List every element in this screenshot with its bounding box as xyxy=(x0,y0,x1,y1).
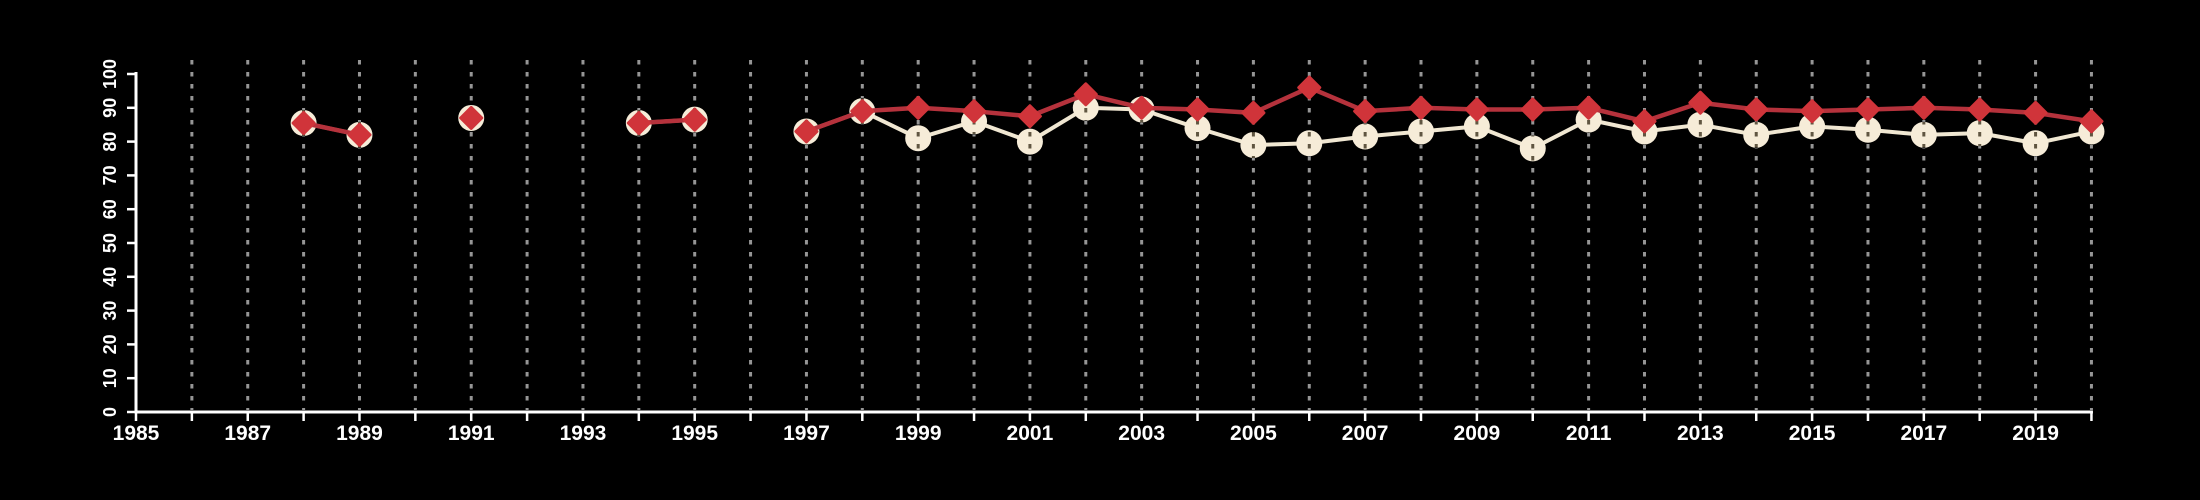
y-axis: 0 10 20 30 40 50 60 70 80 90 100 xyxy=(100,59,138,417)
y-tick-label: 30 xyxy=(100,301,120,321)
x-axis: 1985 1987 1989 1991 1993 1995 1997 1999 2001 2003… xyxy=(113,410,2093,445)
circle-marker xyxy=(2022,130,2049,157)
circle-marker xyxy=(1016,128,1043,155)
x-tick-label: 2013 xyxy=(1677,422,1724,445)
x-tick-label: 1997 xyxy=(783,422,830,445)
circle-marker xyxy=(1296,130,1323,157)
x-tick-label: 2017 xyxy=(1900,422,1947,445)
y-tick-label: 0 xyxy=(100,407,120,417)
diamond-marker xyxy=(850,99,875,124)
circle-marker xyxy=(905,125,932,152)
x-tick-label: 2007 xyxy=(1342,422,1389,445)
y-tick-label: 20 xyxy=(100,334,120,354)
circle-marker xyxy=(1184,115,1211,142)
diamond-marker xyxy=(906,95,931,120)
x-tick-label: 1985 xyxy=(113,422,160,445)
x-tick-label: 2001 xyxy=(1007,422,1054,445)
x-tick-label: 2009 xyxy=(1454,422,1501,445)
y-tick-label: 90 xyxy=(100,98,120,118)
series-cream-circles xyxy=(290,94,2105,162)
diamond-marker xyxy=(1297,75,1322,100)
x-tick-label: 2003 xyxy=(1118,422,1165,445)
circle-marker xyxy=(1799,113,1826,140)
diamond-marker xyxy=(682,107,707,132)
diamond-marker xyxy=(459,105,484,130)
diamond-marker xyxy=(1129,95,1154,120)
x-tick-label: 2019 xyxy=(2012,422,2059,445)
diamond-marker xyxy=(626,111,651,136)
diamond-marker xyxy=(962,99,987,124)
diamond-marker xyxy=(794,119,819,144)
x-tick-label: 1995 xyxy=(671,422,718,445)
gridlines xyxy=(190,60,2093,410)
x-tick-label: 1999 xyxy=(895,422,942,445)
circle-marker xyxy=(1352,123,1379,150)
y-tick-label: 10 xyxy=(100,368,120,388)
circle-marker xyxy=(1854,116,1881,143)
diamond-marker xyxy=(1185,97,1210,122)
circle-marker xyxy=(1463,113,1490,140)
x-tick-label: 2015 xyxy=(1789,422,1836,445)
diamond-marker xyxy=(1632,109,1657,134)
y-tick-label: 50 xyxy=(100,233,120,253)
diamond-marker xyxy=(1967,97,1992,122)
diamond-marker xyxy=(1073,82,1098,107)
circle-marker xyxy=(1687,111,1714,138)
x-tick-label: 1989 xyxy=(336,422,383,445)
diamond-marker xyxy=(1353,99,1378,124)
diamond-marker xyxy=(347,122,372,147)
diamond-marker xyxy=(1911,95,1936,120)
x-tick-label: 2005 xyxy=(1230,422,1277,445)
x-tick-label: 1991 xyxy=(448,422,495,445)
diamond-marker xyxy=(1800,99,1825,124)
circle-marker xyxy=(1408,118,1435,145)
diamond-marker xyxy=(1688,90,1713,115)
diamond-marker xyxy=(1520,97,1545,122)
y-tick-label: 70 xyxy=(100,165,120,185)
series-red-diamonds xyxy=(291,75,2104,147)
y-tick-label: 40 xyxy=(100,267,120,287)
x-tick-label: 2011 xyxy=(1566,422,1612,445)
diamond-marker xyxy=(2079,109,2104,134)
diamond-marker xyxy=(1744,97,1769,122)
y-tick-label: 100 xyxy=(100,59,120,89)
diamond-marker xyxy=(1576,95,1601,120)
diamond-marker xyxy=(1855,97,1880,122)
diamond-marker xyxy=(1464,97,1489,122)
diamond-marker xyxy=(291,111,316,136)
diamond-marker xyxy=(1017,104,1042,129)
x-tick-label: 1993 xyxy=(560,422,607,445)
y-tick-label: 80 xyxy=(100,132,120,152)
diamond-marker xyxy=(1241,100,1266,125)
diamond-marker xyxy=(1409,95,1434,120)
x-tick-label: 1987 xyxy=(224,422,271,445)
circle-marker xyxy=(1072,94,1099,121)
y-tick-label: 60 xyxy=(100,199,120,219)
diamond-marker xyxy=(2023,100,2048,125)
